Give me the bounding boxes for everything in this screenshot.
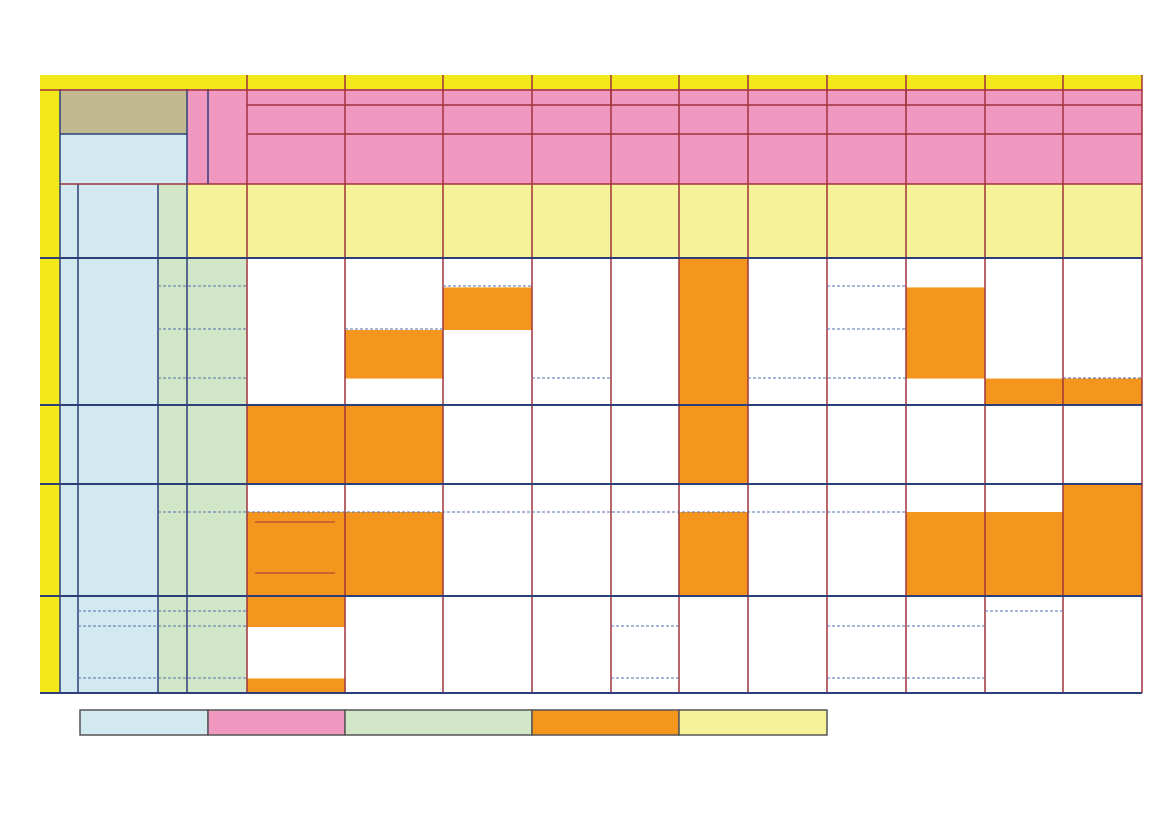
fill-layer [40, 75, 1142, 693]
legend-swatch-2 [344, 709, 533, 736]
legend-swatch-4 [678, 709, 828, 736]
legend-swatch-1 [207, 709, 346, 736]
orange-cell-10 [247, 512, 345, 596]
orange-cell-17 [247, 678, 345, 693]
legend-swatch-0 [79, 709, 209, 736]
orange-cell-2 [906, 287, 985, 379]
orange-cell-9 [1063, 484, 1142, 512]
orange-cell-4 [985, 378, 1063, 405]
green-col-top [158, 184, 187, 258]
orange-cell-7 [345, 405, 443, 484]
orange-cell-3 [345, 330, 443, 379]
orange-cell-13 [906, 512, 985, 596]
orange-cell-16 [247, 596, 345, 628]
blue-header-block [60, 134, 187, 184]
grid-line-layer [40, 75, 1143, 694]
legend-swatch-3 [531, 709, 680, 736]
orange-cell-12 [679, 512, 748, 596]
blue-col-wide [78, 184, 158, 693]
pink-side-block [187, 89, 247, 184]
orange-cell-8 [679, 405, 748, 484]
orange-cell-14 [985, 512, 1063, 596]
yellow-header-row [187, 184, 1142, 258]
orange-cell-1 [443, 287, 532, 331]
orange-cell-15 [1063, 512, 1142, 596]
orange-cell-6 [247, 405, 345, 484]
orange-cell-5 [1063, 378, 1142, 405]
pink-header-band [247, 89, 1142, 184]
green-col [158, 258, 247, 693]
top-strip [40, 75, 1142, 90]
orange-cell-0 [679, 258, 748, 405]
orange-cell-11 [345, 512, 443, 596]
blue-col-narrow [60, 184, 78, 693]
tan-block [60, 89, 187, 134]
legend [79, 709, 828, 736]
